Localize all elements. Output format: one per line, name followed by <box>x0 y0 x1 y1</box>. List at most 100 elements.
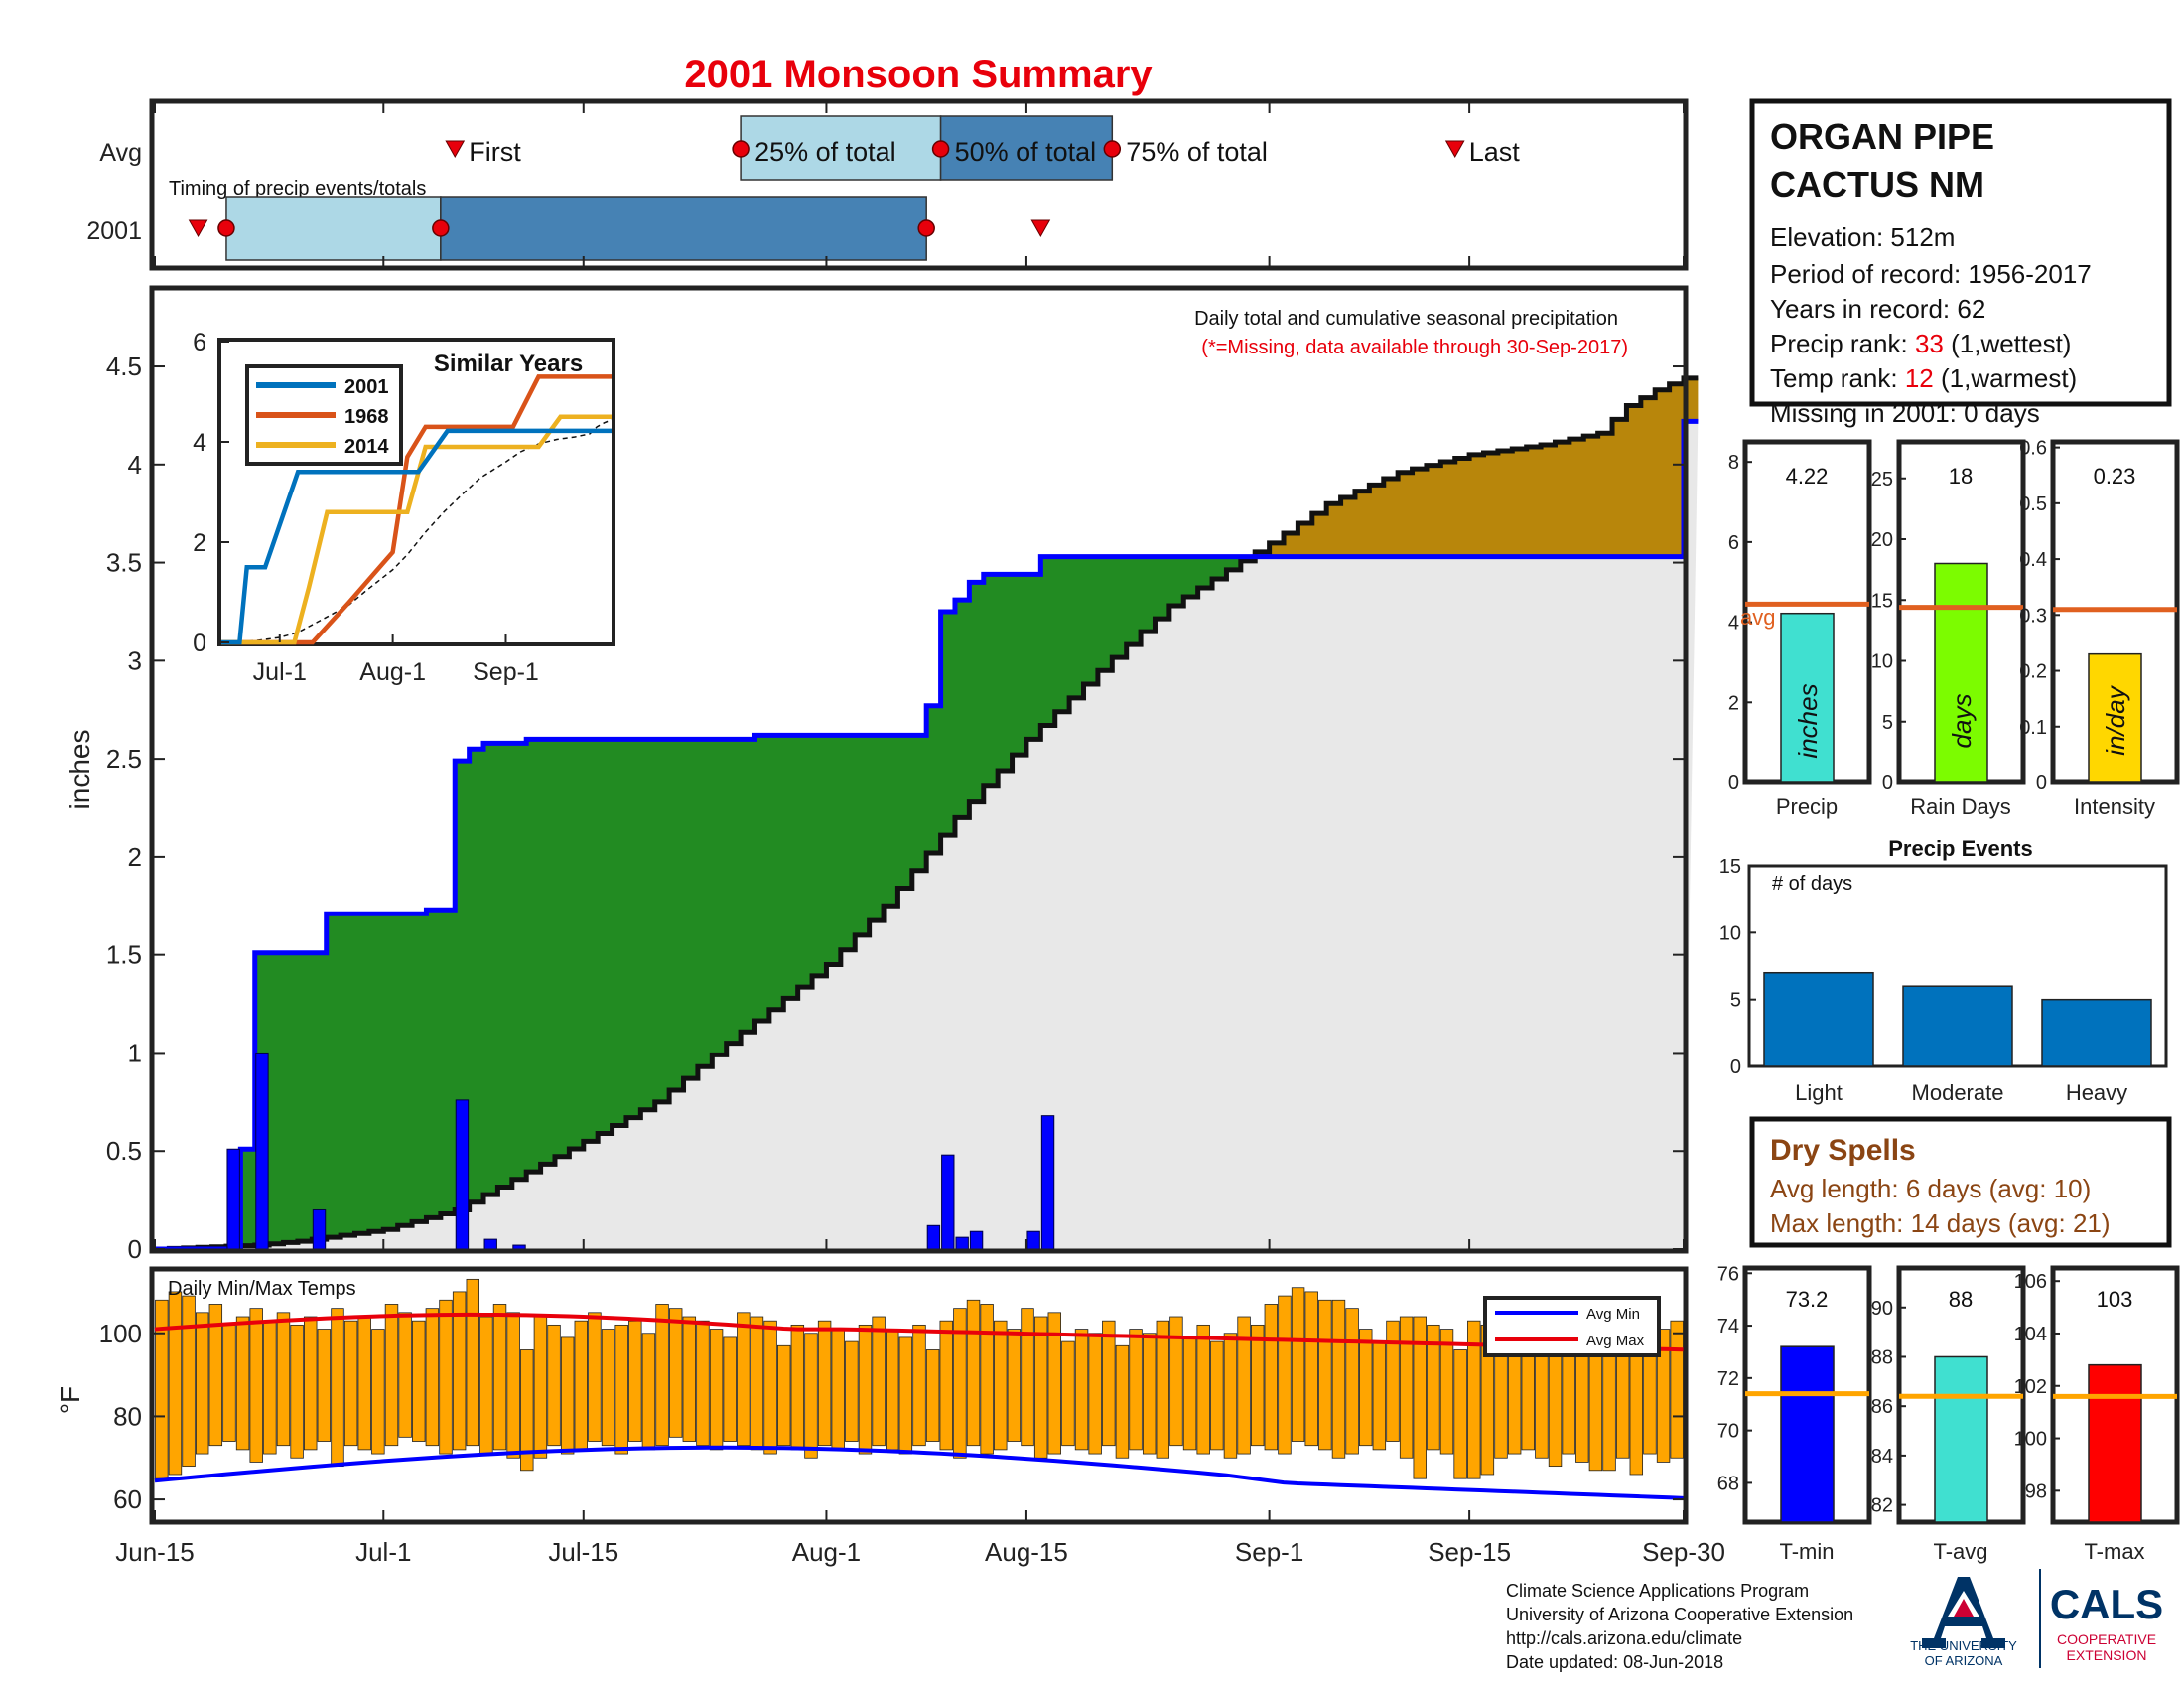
daily-temp-bar <box>1399 1316 1414 1459</box>
daily-temp-bar <box>560 1336 575 1455</box>
daily-temp-bar <box>1142 1333 1157 1455</box>
events-bar-light <box>1763 971 1874 1067</box>
temp-y-axis-label: °F <box>55 1386 85 1414</box>
precip-bar-unit: inches <box>1793 683 1823 758</box>
avg-25-50-box <box>740 115 942 181</box>
intensity-summary-tick-label: 0.5 <box>2019 493 2047 515</box>
daily-temp-bar <box>1237 1316 1251 1455</box>
inset-average-line <box>220 419 613 643</box>
below-average-area <box>155 377 1699 1249</box>
daily-temp-bar <box>1088 1333 1102 1455</box>
tavg-summary-tick-label: 88 <box>1871 1346 1893 1368</box>
intensity-bar-unit: in/day <box>2101 684 2130 755</box>
avg-50-marker <box>931 140 950 158</box>
intensity-bar-value: 0.23 <box>2094 464 2136 489</box>
temp-series-layer <box>154 1278 1685 1500</box>
daily-temp-bar <box>317 1329 332 1442</box>
temp-legend-min: Avg Min <box>1586 1306 1640 1323</box>
yr-50-marker <box>432 219 450 237</box>
daily-precip-bar <box>483 1238 497 1250</box>
avg-25pct-label: 25% of total <box>754 137 896 167</box>
daily-temp-bar <box>1156 1320 1170 1459</box>
precip-summary-tick-label: 2 <box>1728 692 1739 714</box>
daily-temp-bar <box>1115 1344 1130 1459</box>
station-name-line1: ORGAN PIPE <box>1770 116 1994 157</box>
events-category-heavy: Heavy <box>2066 1080 2127 1105</box>
daily-temp-bar <box>1169 1316 1183 1447</box>
daily-temp-bar <box>1102 1320 1116 1447</box>
daily-temp-bar <box>696 1320 710 1447</box>
daily-temp-bar <box>1007 1329 1022 1442</box>
precip-summary-tick-label: 4 <box>1728 613 1739 634</box>
dry-spells-frame <box>1749 1116 2172 1248</box>
similar-years-inset: 0 2 4 6 Jul-1 Aug-1 Sep-1 Similar Years 2001 1… <box>193 329 615 686</box>
cals-line1: COOPERATIVE <box>2057 1631 2156 1647</box>
dry-spells-max: Max length: 14 days (avg: 21) <box>1770 1208 2111 1238</box>
precip-rank-value: 33 <box>1915 329 1944 358</box>
inset-line-2001 <box>221 428 612 645</box>
inset-line-2014 <box>221 414 612 645</box>
daily-temp-bar <box>1196 1324 1210 1455</box>
temperature-summary-bars: T-min T-avg T-max 73.2 88 103 68 70 72 74 76 82 84 86… <box>1717 1263 2180 1564</box>
daily-temp-bar <box>804 1333 818 1459</box>
daily-precip-bar <box>255 1052 269 1250</box>
daily-temp-bar <box>1223 1333 1238 1459</box>
x-tick-aug1: Aug-1 <box>792 1537 861 1567</box>
daily-temp-bar <box>709 1329 724 1451</box>
daily-temp-bar <box>1453 1349 1467 1479</box>
daily-temp-bar <box>208 1304 223 1447</box>
daily-temp-bar <box>384 1304 399 1447</box>
temp-y-ticks: 60 80 100 <box>99 1319 1685 1520</box>
timing-avg-label: Avg <box>99 139 142 167</box>
station-elevation: Elevation: 512m <box>1770 222 1955 252</box>
precip-y-tick-label: 2.5 <box>106 744 142 774</box>
tavg-summary-tick-label: 84 <box>1871 1446 1893 1468</box>
daily-temp-bar <box>357 1316 371 1451</box>
daily-temp-bar <box>858 1324 873 1455</box>
daily-precip-bar <box>312 1208 327 1250</box>
daily-precip-bar <box>1040 1115 1055 1250</box>
avg-last-marker <box>1444 140 1465 159</box>
daily-temp-bar <box>235 1316 250 1451</box>
daily-temp-bar <box>790 1324 805 1451</box>
daily-temp-bar <box>1331 1299 1346 1459</box>
events-title: Precip Events <box>1888 836 2033 861</box>
daily-temp-bar <box>1250 1324 1265 1447</box>
ua-line1: THE UNIVERSITY <box>1910 1638 2017 1653</box>
yr-50-75-box <box>440 196 927 261</box>
tmin-summary-tick-label: 70 <box>1717 1421 1739 1443</box>
daily-temp-bar <box>912 1324 926 1447</box>
raindays-bar-label: Rain Days <box>1910 794 2010 819</box>
footer-line1: Climate Science Applications Program <box>1506 1581 1809 1601</box>
temp-y-tick-label: 100 <box>99 1319 142 1348</box>
daily-temp-bar <box>886 1329 899 1451</box>
cumulative-2001-line <box>155 418 1699 1252</box>
daily-temp-bar <box>343 1320 358 1447</box>
daily-temp-bar <box>1129 1329 1143 1451</box>
inset-x-tick-label: Jul-1 <box>253 658 307 686</box>
events-y-tick-label: 0 <box>1730 1056 1741 1078</box>
daily-temp-bar <box>872 1316 886 1447</box>
precip-y-ticks: 0 0.5 1 1.5 2 2.5 3 3.5 4 4.5 <box>106 352 1685 1264</box>
raindays-summary-tick-label: 5 <box>1882 712 1893 734</box>
raindays-summary-tick-label: 0 <box>1882 773 1893 794</box>
daily-temp-bar <box>506 1312 520 1459</box>
daily-temp-bar <box>1318 1299 1332 1451</box>
daily-temp-bar <box>1413 1316 1427 1479</box>
daily-temp-bar <box>817 1320 832 1447</box>
daily-temp-bar <box>1182 1336 1197 1451</box>
intensity-summary-tick-label: 0.6 <box>2019 438 2047 460</box>
intensity-bar-label: Intensity <box>2074 794 2155 819</box>
raindays-summary-tick-label: 10 <box>1871 651 1893 673</box>
daily-temp-bar <box>304 1316 318 1451</box>
tavg-bar-label: T-avg <box>1933 1539 1987 1564</box>
events-ylabel: # of days <box>1772 873 1852 895</box>
daily-temp-bar <box>925 1349 940 1442</box>
temp-rank-prefix: Temp rank: <box>1770 363 1905 393</box>
daily-temp-bar <box>533 1316 548 1459</box>
inset-line-1968 <box>221 374 612 645</box>
precip-summary-tick-label: 8 <box>1728 452 1739 474</box>
daily-temp-bar <box>425 1308 440 1447</box>
precip-summary-tick-label: 6 <box>1728 532 1739 554</box>
